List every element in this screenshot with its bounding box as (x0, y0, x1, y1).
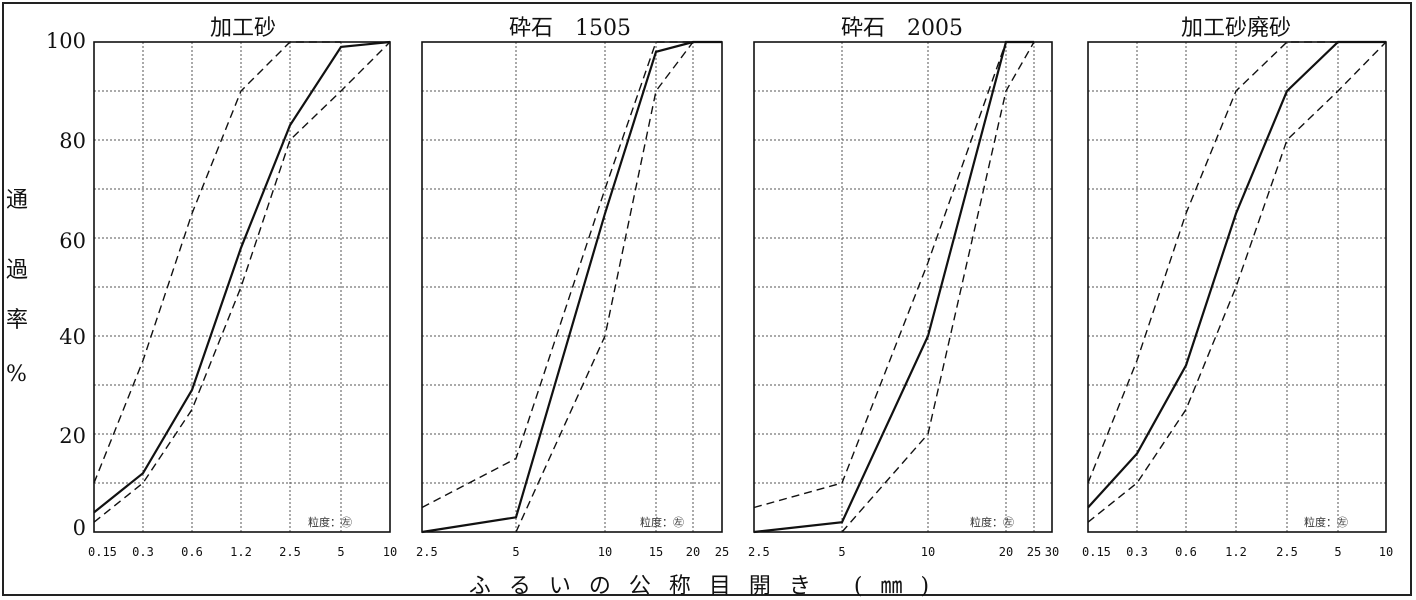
plot-area-border (93, 41, 391, 533)
plot-area-border (1087, 41, 1387, 533)
series-line-standard-limit (1087, 41, 1338, 484)
series-line-measured (753, 40, 1034, 534)
x-tick-label: 25 (715, 545, 729, 559)
series-line-measured (421, 40, 722, 534)
y-axis-label-char: 率 (6, 308, 29, 333)
x-tick-label: 5 (838, 545, 845, 559)
x-tick-label: 0.6 (1175, 545, 1197, 559)
x-tick-label: 2.5 (279, 545, 301, 559)
series-line-measured (93, 40, 391, 514)
x-tick-label: 0.15 (1082, 545, 1111, 559)
x-tick-label: 2.5 (1276, 545, 1298, 559)
x-tick-label: 30 (1045, 545, 1059, 559)
series-line-standard-limit (93, 41, 391, 523)
x-tick-label: 25 (1027, 545, 1041, 559)
x-tick-label: 2.5 (416, 545, 438, 559)
y-tick-label: 20 (59, 424, 86, 448)
x-tick-label: 5 (337, 545, 344, 559)
y-tick-label: 0 (72, 516, 86, 540)
y-tick-label: 40 (59, 325, 86, 349)
y-tick-label: 100 (45, 29, 86, 53)
plot-area-border (421, 41, 723, 533)
x-tick-label: 0.3 (1126, 545, 1148, 559)
x-axis-label: ふるいの公称目開き (㎜) (468, 574, 948, 599)
x-tick-label: 10 (1379, 545, 1393, 559)
series-line-standard-limit (93, 41, 341, 484)
y-axis-label-char: % (6, 362, 27, 387)
y-axis-label-char: 通 (6, 188, 29, 213)
y-tick-label: 60 (59, 229, 86, 253)
gradation-note: 粒度：㊧ (640, 515, 684, 529)
x-tick-label: 5 (1334, 545, 1341, 559)
x-tick-label: 20 (686, 545, 700, 559)
x-tick-label: 10 (598, 545, 612, 559)
x-tick-label: 10 (383, 545, 397, 559)
chart-title-saiseki-2005: 砕石 2005 (841, 16, 963, 41)
gradation-note: 粒度：㊧ (970, 515, 1014, 529)
series-line-standard-limit (1087, 41, 1387, 523)
chart-title-saiseki-1505: 砕石 1505 (509, 16, 631, 41)
y-axis-label-char: 過 (6, 258, 29, 283)
gradation-note: 粒度：㊧ (308, 515, 352, 529)
gradation-note: 粒度：㊧ (1304, 515, 1348, 529)
x-tick-label: 2.5 (748, 545, 770, 559)
x-tick-label: 0.15 (88, 545, 117, 559)
y-tick-label: 80 (59, 129, 86, 153)
x-tick-label: 0.3 (132, 545, 154, 559)
series-line-measured (1087, 40, 1386, 509)
series-line-standard-limit (515, 41, 694, 533)
x-tick-label: 5 (512, 545, 519, 559)
x-tick-label: 15 (649, 545, 663, 559)
x-tick-label: 1.2 (230, 545, 252, 559)
chart-title-kakousa-haisa: 加工砂廃砂 (1180, 16, 1291, 41)
x-tick-label: 1.2 (1225, 545, 1247, 559)
x-tick-label: 0.6 (181, 545, 203, 559)
x-tick-label: 10 (921, 545, 935, 559)
plot-area-border (753, 41, 1053, 533)
chart-title-kakousa: 加工砂 (209, 16, 276, 41)
series-line-standard-limit (421, 41, 693, 509)
x-tick-label: 20 (999, 545, 1013, 559)
series-line-standard-limit (841, 41, 1035, 533)
series-line-standard-limit (753, 41, 1007, 509)
